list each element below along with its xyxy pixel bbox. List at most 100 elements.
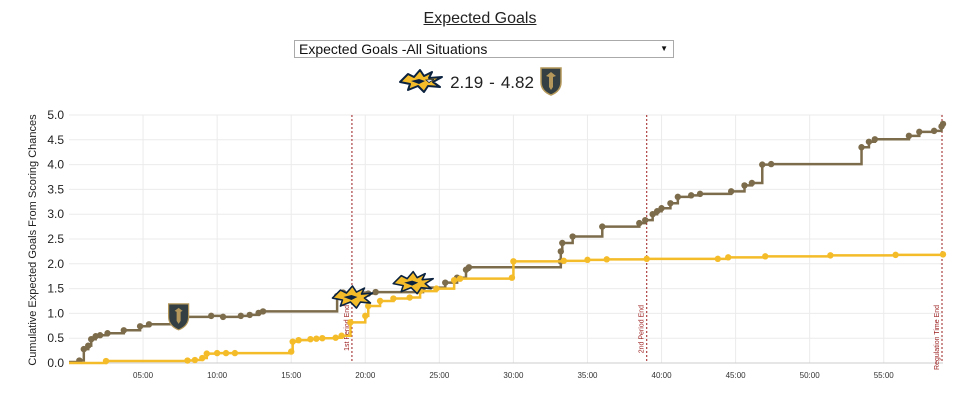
goal-marker-nsh: [392, 270, 434, 295]
data-point-nsh: [231, 349, 239, 357]
period-markers: 1st Period End 2nd Period End Regulation T…: [344, 115, 943, 370]
data-point-vgk: [687, 192, 695, 199]
data-point-vgk: [767, 160, 775, 168]
data-point-nsh: [365, 302, 372, 310]
axis-labels: 0.0 0.5 1.0 1.5 2.0 2.5 3.0 3.5 4.0 4.5 5.0 05:00 10…: [47, 108, 894, 380]
period-label: 1st Period End: [344, 305, 351, 351]
y-axis-label: Cumulative Expected Goals From Scoring C…: [27, 114, 39, 366]
y-tick-label: 0.5: [47, 331, 64, 345]
chevron-down-icon[interactable]: ▼: [660, 44, 668, 53]
period-label: Regulation Time End: [934, 305, 941, 370]
y-tick-label: 5.0: [47, 108, 64, 122]
score-nsh: 2.19: [450, 73, 484, 92]
data-point-vgk: [85, 342, 92, 349]
data-point-vgk: [905, 132, 913, 140]
y-tick-label: 1.5: [47, 282, 64, 296]
data-point-vgk: [939, 120, 947, 128]
data-point-nsh: [510, 258, 517, 265]
series-line-nsh: [69, 253, 945, 365]
data-point-vgk: [246, 311, 253, 319]
data-point-vgk: [667, 200, 674, 207]
data-point-vgk: [559, 239, 566, 247]
data-point-nsh: [307, 335, 314, 343]
data-point-vgk: [219, 313, 227, 321]
chart-title: Expected Goals: [423, 10, 537, 27]
data-point-nsh: [725, 254, 732, 261]
x-tick-label: 50:00: [800, 371, 821, 380]
data-point-vgk: [741, 182, 748, 189]
score-bar: 2.19 - 4.82: [0, 66, 960, 98]
data-point-nsh: [508, 274, 516, 281]
data-point-vgk: [858, 144, 865, 151]
data-point-vgk: [599, 223, 606, 230]
data-point-nsh: [222, 349, 230, 357]
data-point-nsh: [362, 312, 369, 320]
data-point-vgk: [759, 161, 766, 168]
x-tick-label: 55:00: [874, 371, 895, 380]
score-separator: -: [489, 73, 495, 92]
data-point-nsh: [288, 348, 295, 355]
y-tick-label: 4.0: [47, 158, 64, 172]
goal-marker-nsh: [331, 285, 374, 309]
data-point-nsh: [203, 350, 210, 357]
data-point-nsh: [390, 295, 397, 302]
data-point-vgk: [442, 279, 449, 286]
grid: [69, 114, 943, 364]
data-point-vgk: [658, 205, 665, 212]
series-line-vgk: [69, 123, 945, 364]
data-point-nsh: [584, 256, 591, 264]
data-point-vgk: [569, 233, 576, 240]
data-point-nsh: [643, 255, 650, 263]
data-point-vgk: [80, 345, 88, 353]
x-tick-label: 05:00: [133, 371, 154, 380]
x-tick-label: 40:00: [652, 371, 673, 380]
data-point-nsh: [319, 335, 326, 342]
data-point-vgk: [465, 264, 473, 271]
data-point-nsh: [714, 255, 722, 263]
data-point-vgk: [727, 188, 735, 195]
y-tick-label: 2.0: [47, 257, 64, 271]
goal-marker-vgk: [168, 303, 190, 331]
data-point-vgk: [372, 288, 379, 296]
xg-chart: Cumulative Expected Goals From Scoring C…: [27, 108, 947, 380]
data-point-vgk: [136, 323, 144, 330]
goal-markers: [168, 270, 434, 331]
situation-select-value: Expected Goals -All Situations: [299, 41, 488, 57]
y-tick-label: 3.0: [47, 207, 64, 221]
data-point-vgk: [696, 190, 704, 198]
data-point-nsh: [295, 336, 302, 344]
data-point-nsh: [289, 338, 296, 345]
y-tick-label: 2.5: [47, 232, 64, 246]
data-point-nsh: [102, 357, 110, 365]
data-point-vgk: [636, 219, 643, 227]
data-point-nsh: [213, 349, 221, 357]
data-point-nsh: [939, 251, 947, 258]
predator-face: [404, 280, 419, 286]
data-point-nsh: [406, 294, 413, 301]
data-point-vgk: [557, 248, 565, 255]
x-tick-label: 10:00: [207, 371, 228, 380]
data-point-nsh: [191, 356, 199, 364]
data-point-vgk: [865, 138, 873, 145]
x-tick-label: 20:00: [355, 371, 376, 380]
data-point-vgk: [259, 308, 267, 315]
y-tick-label: 1.0: [47, 306, 64, 320]
data-point-vgk: [748, 179, 756, 187]
period-label: 2nd Period End: [639, 305, 646, 353]
data-point-nsh: [376, 297, 384, 305]
data-point-vgk: [674, 193, 682, 201]
helmet-mark: [174, 307, 183, 324]
data-point-vgk: [916, 128, 923, 136]
predator-face: [343, 295, 358, 301]
data-point-nsh: [456, 275, 464, 282]
data-point-nsh: [313, 335, 320, 342]
data-point-nsh: [338, 332, 345, 339]
x-tick-label: 45:00: [726, 371, 747, 380]
situation-select[interactable]: Expected Goals -All Situations ▼: [294, 40, 674, 58]
data-point-nsh: [199, 354, 206, 362]
data-point-vgk: [145, 321, 153, 328]
x-tick-label: 30:00: [503, 371, 524, 380]
data-point-nsh: [450, 276, 458, 284]
x-tick-label: 15:00: [281, 371, 302, 380]
data-point-nsh: [433, 285, 440, 292]
